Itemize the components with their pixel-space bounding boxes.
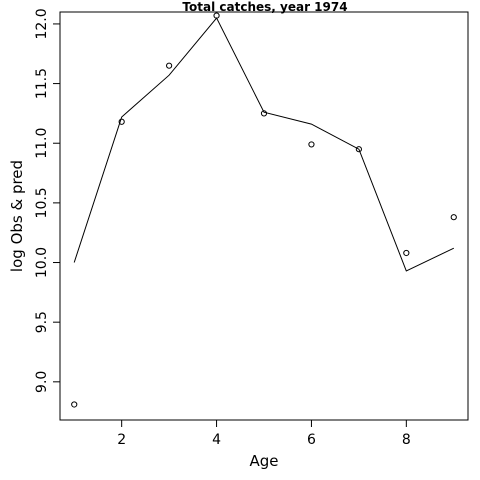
observed-point bbox=[166, 62, 173, 69]
x-tick-label: 4 bbox=[212, 432, 221, 448]
chart-title: Total catches, year 1974 bbox=[182, 0, 347, 14]
y-tick-label: 10.0 bbox=[34, 247, 50, 278]
predicted-line bbox=[73, 17, 455, 272]
x-tick-label: 8 bbox=[402, 432, 411, 448]
y-tick-label: 9.5 bbox=[34, 311, 50, 333]
observed-point bbox=[308, 141, 315, 148]
observed-point bbox=[260, 110, 268, 117]
y-tick-label: 12.0 bbox=[34, 8, 50, 39]
observed-point bbox=[71, 401, 78, 408]
y-tick-label: 11.0 bbox=[34, 128, 50, 159]
observed-point bbox=[403, 249, 410, 257]
plot-frame bbox=[59, 11, 469, 421]
y-tick-label: 9.0 bbox=[34, 371, 50, 393]
series-layer bbox=[71, 12, 457, 408]
x-axis: 2 4 6 8 bbox=[117, 419, 411, 448]
x-tick-label: 6 bbox=[307, 432, 316, 448]
observed-point bbox=[450, 214, 457, 221]
x-tick-label: 2 bbox=[117, 432, 126, 448]
y-axis-label: log Obs & pred bbox=[8, 160, 26, 272]
observed-point bbox=[118, 118, 125, 125]
y-tick-label: 10.5 bbox=[34, 187, 50, 218]
observed-point bbox=[355, 146, 362, 153]
y-tick-label: 11.5 bbox=[34, 68, 50, 99]
x-axis-label: Age bbox=[249, 452, 278, 470]
y-axis: 9.0 9.5 10.0 10.5 11.0 11.5 12.0 bbox=[34, 8, 61, 393]
